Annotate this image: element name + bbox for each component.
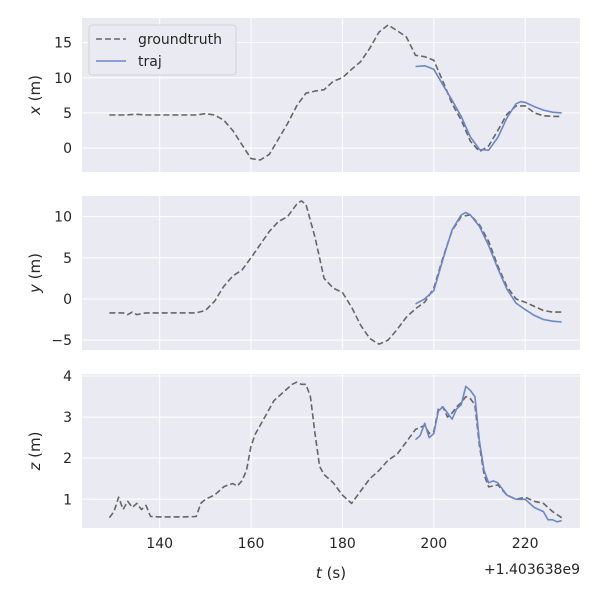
y-tick-label: 15 <box>54 36 72 52</box>
y-axis-label-var: y <box>26 283 44 294</box>
series-line-traj <box>414 385 562 523</box>
y-tick-label: 10 <box>54 71 72 87</box>
plot-area <box>82 374 580 528</box>
y-axis-label-unit: (m) <box>26 432 44 463</box>
y-tick-label: 0 <box>63 292 72 308</box>
x-tick-label: 140 <box>146 536 173 552</box>
x-axis-label-var: t <box>316 564 323 582</box>
x-tick-label: 180 <box>329 536 356 552</box>
x-tick-label: 220 <box>512 536 539 552</box>
series-line-groundtruth <box>108 381 563 519</box>
legend-box <box>88 24 237 76</box>
y-tick-label: 3 <box>63 410 72 426</box>
legend: groundtruth traj <box>88 24 237 76</box>
series-line-groundtruth <box>109 200 562 346</box>
x-offset-text: +1.403638e9 <box>484 562 580 578</box>
y-axis-label: x (m) <box>26 75 44 116</box>
y-axis-label-var: z <box>26 461 44 471</box>
y-axis-label-unit: (m) <box>26 253 44 284</box>
y-tick-label: 4 <box>63 369 72 385</box>
plot-area <box>82 196 580 350</box>
y-tick-label: 1 <box>63 492 72 508</box>
y-tick-label: 5 <box>63 106 72 122</box>
y-tick-label: −5 <box>51 333 72 349</box>
subplot-z: 1 2 3 4 z (m) 140 160 180 200 220 t (s) +1.403638e9 <box>26 369 580 582</box>
x-tick-label: 200 <box>420 536 447 552</box>
y-tick-label: 0 <box>63 141 72 157</box>
subplot-x: 0 5 10 15 x (m) groundtruth traj <box>26 18 580 172</box>
y-axis-label: y (m) <box>26 253 44 294</box>
y-tick-label: 5 <box>63 251 72 267</box>
legend-label-groundtruth: groundtruth <box>138 32 222 48</box>
y-tick-label: 2 <box>63 451 72 467</box>
y-axis-label: z (m) <box>26 432 44 472</box>
series-line-traj <box>415 65 562 151</box>
x-axis-label: t (s) <box>316 564 346 582</box>
x-tick-label: 160 <box>238 536 265 552</box>
legend-label-traj: traj <box>138 54 162 70</box>
series-line-traj <box>415 211 562 323</box>
y-axis-label-var: x <box>26 106 44 116</box>
x-axis-label-unit: (s) <box>322 564 346 582</box>
y-axis-label-unit: (m) <box>26 75 44 106</box>
subplot-y: −5 0 5 10 y (m) <box>26 196 580 350</box>
series-line-groundtruth <box>109 24 562 161</box>
y-tick-label: 10 <box>54 210 72 226</box>
